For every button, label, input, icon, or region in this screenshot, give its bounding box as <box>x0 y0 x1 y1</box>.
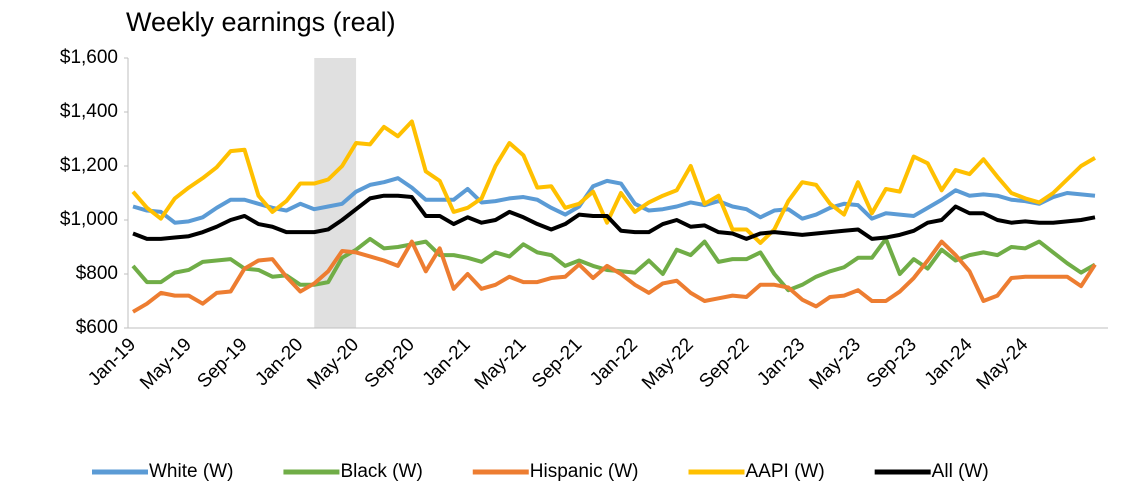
series-line <box>131 119 1097 245</box>
chart-title: Weekly earnings (real) <box>126 7 396 37</box>
x-tick-label: May-21 <box>471 334 531 394</box>
series-line <box>131 239 1097 314</box>
legend-label: Black (W) <box>340 461 422 482</box>
x-tick-label: Jan-23 <box>753 334 809 390</box>
x-tick-label: Jan-22 <box>586 334 642 390</box>
legend-label: White (W) <box>149 461 233 482</box>
x-tick-label: Sep-21 <box>528 334 586 392</box>
x-tick-label: May-23 <box>805 334 865 394</box>
x-tick-label: May-24 <box>973 334 1033 394</box>
recession-shade <box>314 58 357 328</box>
x-tick-label: Jan-20 <box>251 334 307 390</box>
y-tick-label: $1,400 <box>60 101 118 122</box>
y-tick-label: $1,200 <box>60 155 118 176</box>
x-tick-label: Jan-24 <box>921 334 977 390</box>
legend-label: All (W) <box>932 461 989 482</box>
y-tick-label: $1,000 <box>60 209 118 230</box>
legend-label: Hispanic (W) <box>530 461 639 482</box>
y-tick-label: $800 <box>76 263 118 284</box>
x-tick-label: Sep-20 <box>361 334 419 392</box>
series-line <box>132 193 1096 241</box>
y-tick-label: $600 <box>76 317 118 338</box>
x-tick-label: May-20 <box>304 334 364 394</box>
series-line <box>132 176 1096 225</box>
x-tick-label: May-19 <box>136 334 196 394</box>
x-tick-label: Sep-22 <box>695 334 753 392</box>
x-tick-label: Jan-19 <box>84 334 140 390</box>
x-tick-label: May-22 <box>638 334 698 394</box>
x-tick-label: Sep-19 <box>193 334 251 392</box>
y-tick-label: $1,600 <box>60 47 118 68</box>
x-tick-label: Jan-21 <box>419 334 475 390</box>
x-tick-label: Sep-23 <box>863 334 921 392</box>
shade-layer <box>314 58 357 328</box>
legend-label: AAPI (W) <box>746 461 825 482</box>
